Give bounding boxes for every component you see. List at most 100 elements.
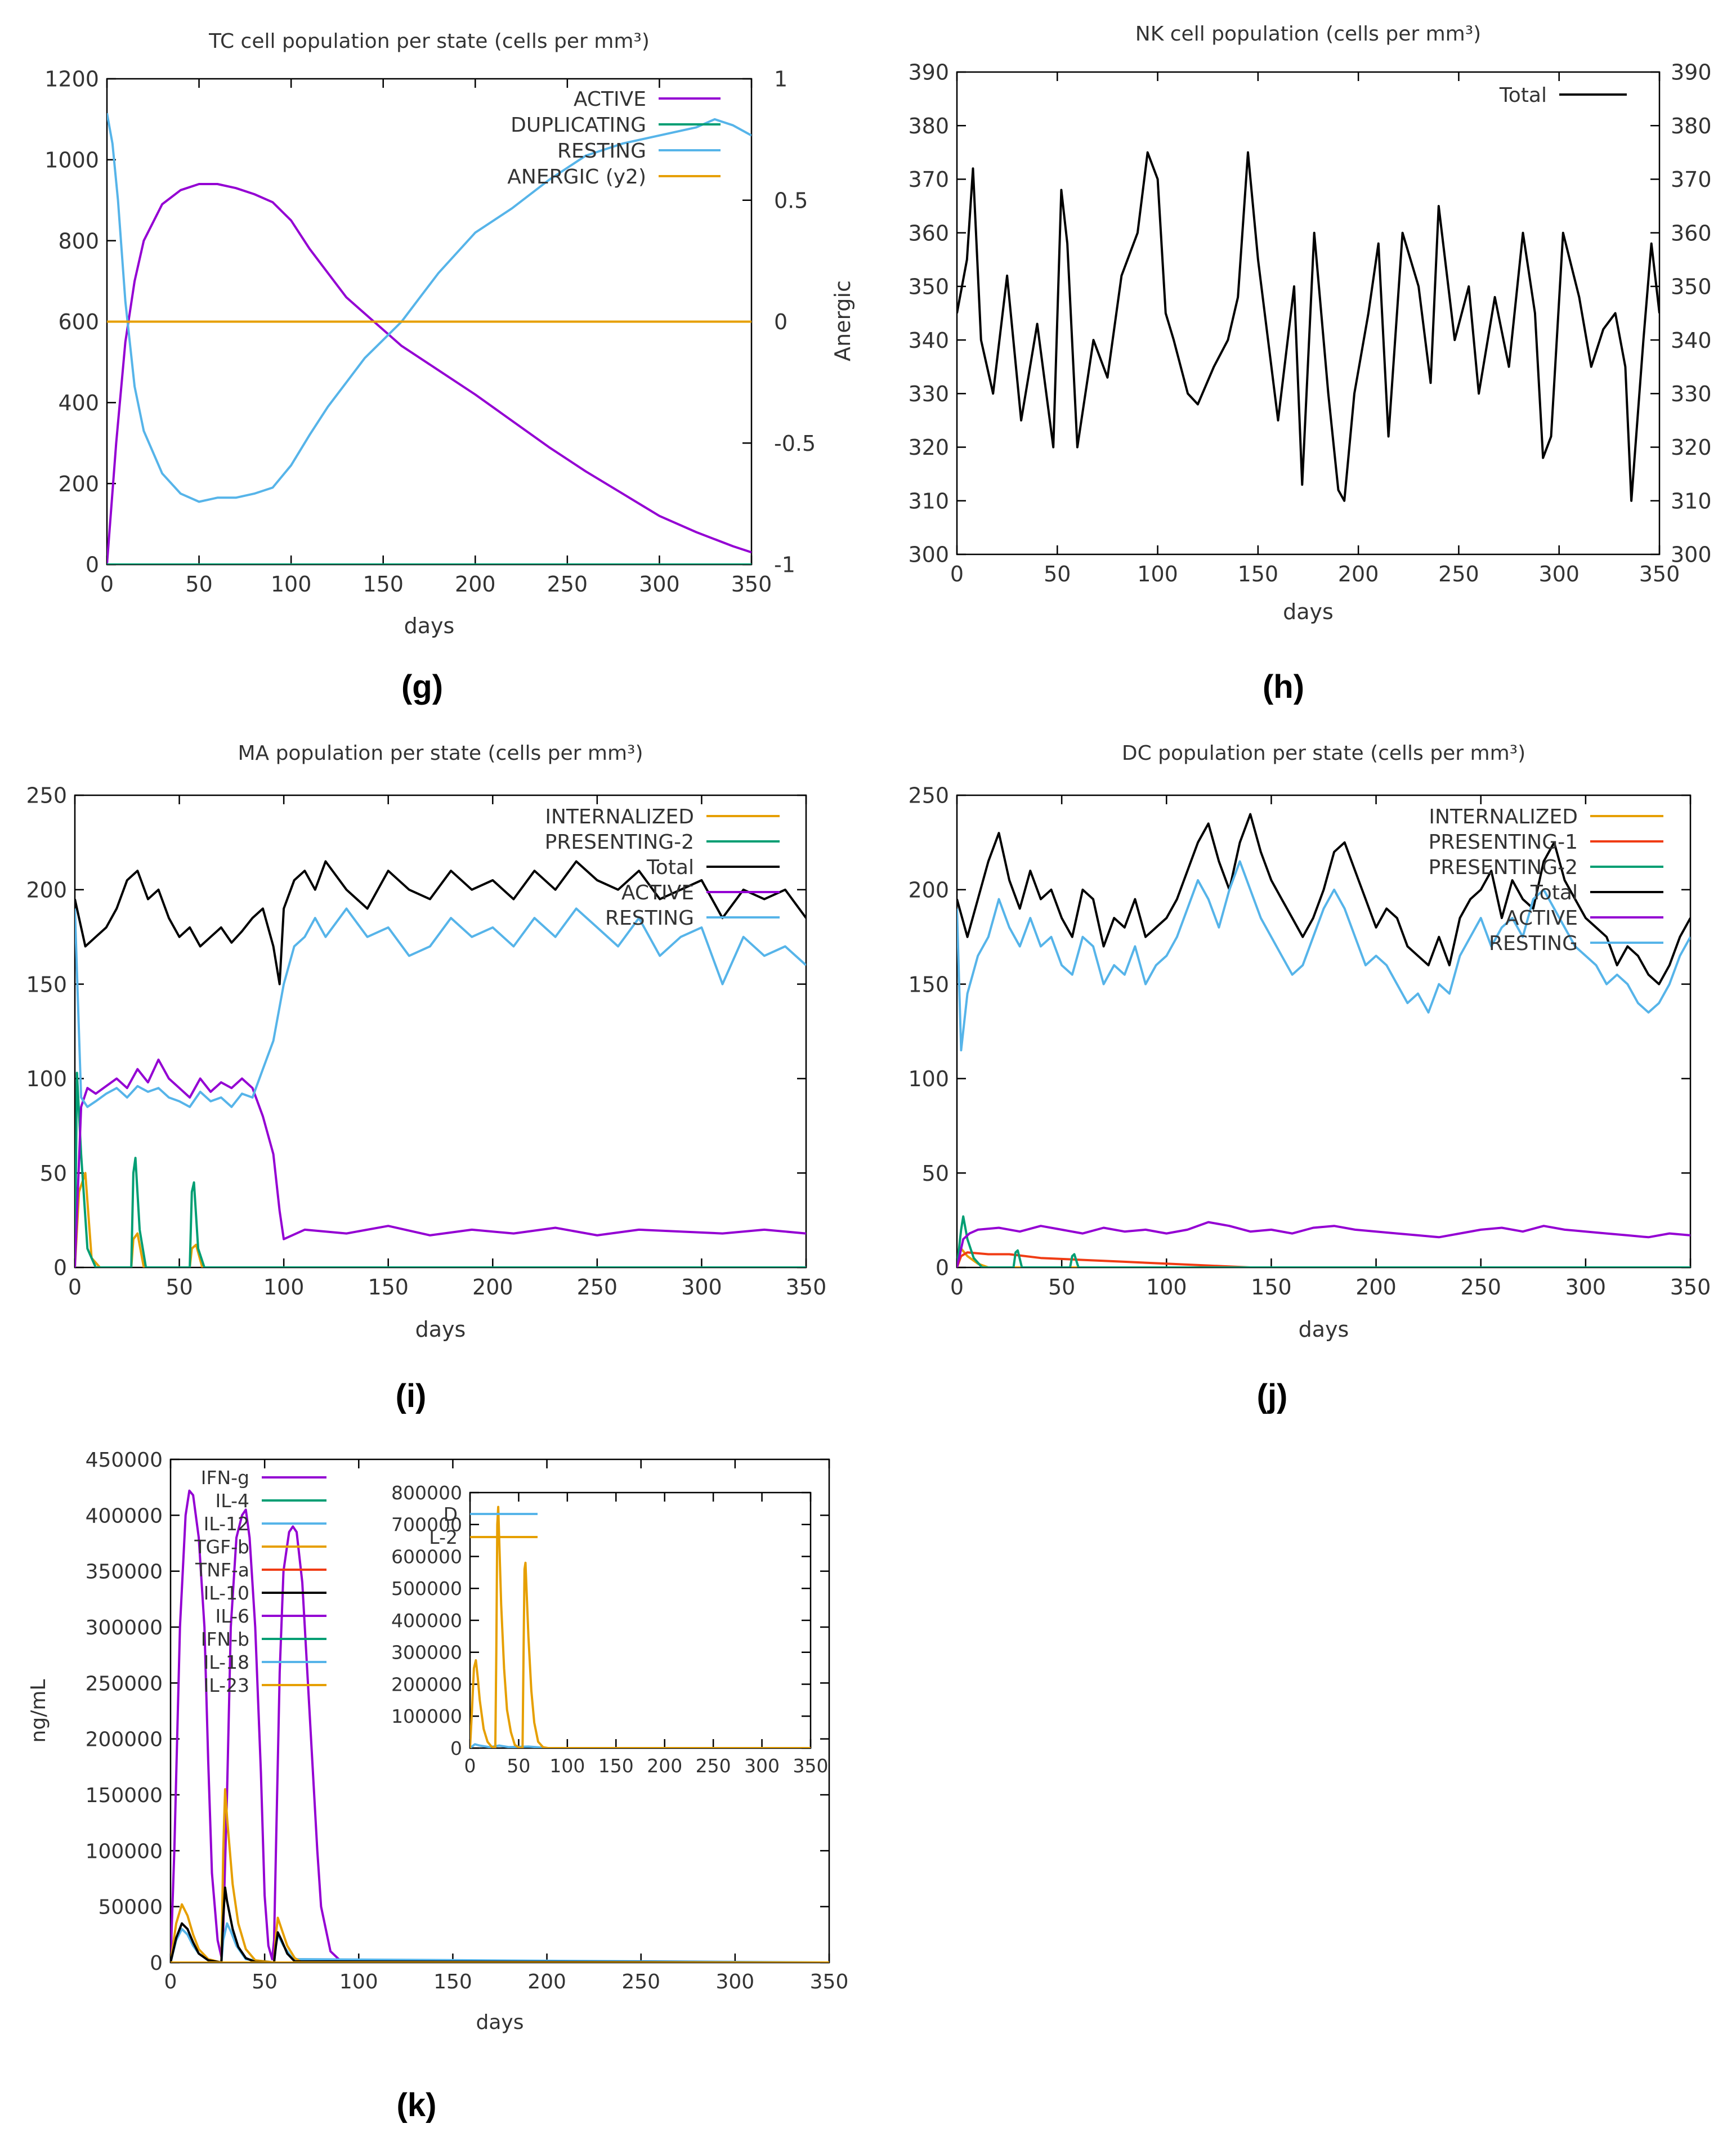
series-group <box>957 153 1659 501</box>
x-tick-label: 250 <box>1438 562 1479 586</box>
plot-frame <box>75 795 806 1267</box>
y-tick-label: 800000 <box>391 1482 462 1504</box>
panel-label-k: (k) <box>397 2087 437 2123</box>
y2-tick-label: 360 <box>1671 221 1712 245</box>
x-tick-label: 300 <box>1538 562 1580 586</box>
x-tick-label: 150 <box>433 1970 472 1993</box>
chart-title: NK cell population (cells per mm³) <box>1135 23 1481 46</box>
x-tick-label: 300 <box>639 572 680 597</box>
x-tick-label: 150 <box>368 1275 409 1300</box>
x-tick-label: 200 <box>527 1970 566 1993</box>
legend-label-duplicating: DUPLICATING <box>511 114 646 137</box>
x-tick-label: 100 <box>263 1275 305 1300</box>
series-group <box>75 862 806 1268</box>
plot-frame <box>957 795 1690 1267</box>
y2-tick-label: 390 <box>1671 60 1712 85</box>
x-tick-label: 200 <box>1338 562 1379 586</box>
legend-label-il-23: IL-23 <box>204 1674 249 1696</box>
x-axis-label: days <box>1283 599 1334 624</box>
x-axis-label: days <box>1299 1317 1349 1342</box>
panel-k-inset-chart: 0 50 100 150 200 250 300 350 0 100000 200000 300000… <box>391 1482 828 1777</box>
legend-label-il-18: IL-18 <box>204 1651 249 1673</box>
y2-tick-label: 340 <box>1671 328 1712 353</box>
x-axis-label: days <box>476 2011 524 2034</box>
x-tick-label: 100 <box>1137 562 1178 586</box>
x-tick-label: 200 <box>647 1755 682 1777</box>
x-tick-label: 350 <box>731 572 772 597</box>
x-tick-label: 150 <box>363 572 404 597</box>
x-tick-label: 150 <box>598 1755 634 1777</box>
legend-label-d: D <box>444 1503 458 1525</box>
legend-label-active: ACTIVE <box>1505 907 1578 930</box>
x-tick-label: 350 <box>1670 1275 1711 1300</box>
legend-label-resting: RESTING <box>605 907 694 930</box>
legend-label-total: Total <box>1499 84 1547 107</box>
y2-tick-label: 330 <box>1671 382 1712 406</box>
x-tick-label: 100 <box>1146 1275 1187 1300</box>
x-tick-label: 50 <box>1048 1275 1075 1300</box>
x-tick-label: 200 <box>472 1275 513 1300</box>
y-tick-label: 100 <box>26 1067 67 1091</box>
series-line-presenting-1 <box>957 1252 1690 1267</box>
y2-tick-label: 0.5 <box>774 188 808 213</box>
series-line-internalized <box>75 1173 806 1267</box>
plot-frame <box>470 1493 811 1748</box>
x-tick-label: 0 <box>68 1275 82 1300</box>
y-tick-label: 600000 <box>391 1545 462 1567</box>
legend-label-presenting-1: PRESENTING-1 <box>1429 831 1578 854</box>
y-tick-label: 0 <box>450 1737 462 1759</box>
x-tick-label: 50 <box>185 572 212 597</box>
legend-label-resting: RESTING <box>1489 932 1578 955</box>
y-tick-label: 400 <box>58 391 99 415</box>
x-tick-label: 0 <box>464 1755 476 1777</box>
y2-axis-label: Anergic <box>830 280 855 361</box>
x-tick-label: 100 <box>339 1970 378 1993</box>
panel-label-i: (i) <box>396 1378 427 1414</box>
x-axis-label: days <box>415 1317 466 1342</box>
y-tick-label: 0 <box>53 1256 67 1280</box>
x-tick-label: 50 <box>507 1755 530 1777</box>
y-tick-label: 200 <box>908 877 949 902</box>
x-tick-label: 350 <box>793 1755 829 1777</box>
y-tick-label: 370 <box>908 167 949 192</box>
series-line-tgf-b <box>171 1789 829 1963</box>
legend-label-resting: RESTING <box>557 140 646 163</box>
legend-label-presenting-2: PRESENTING-2 <box>545 831 694 854</box>
x-tick-label: 300 <box>744 1755 780 1777</box>
panel-j-chart: 0 50 100 150 200 250 300 350 0 50 100 150 200 250 days… <box>908 742 1711 1342</box>
y2-tick-label: -0.5 <box>774 431 816 456</box>
y-tick-label: 600 <box>58 310 99 334</box>
y-tick-label: 500000 <box>391 1578 462 1600</box>
x-tick-label: 100 <box>271 572 312 597</box>
y-tick-label: 250 <box>26 783 67 808</box>
legend-label-active: ACTIVE <box>574 88 646 111</box>
series-line-total <box>957 814 1690 984</box>
y-tick-label: 0 <box>150 1952 163 1975</box>
y2-tick-label: 350 <box>1671 275 1712 299</box>
legend-label-total: Total <box>646 856 694 879</box>
chart-title: DC population per state (cells per mm³) <box>1122 742 1525 765</box>
y-tick-label: 50000 <box>98 1896 163 1919</box>
x-tick-label: 200 <box>1355 1275 1397 1300</box>
x-tick-label: 50 <box>1044 562 1071 586</box>
series-line-total <box>957 153 1659 501</box>
y-tick-label: 200000 <box>86 1728 163 1751</box>
x-tick-label: 250 <box>621 1970 660 1993</box>
y-tick-label: 300 <box>908 543 949 567</box>
y2-tick-label: 300 <box>1671 543 1712 567</box>
y-tick-label: 150 <box>26 972 67 997</box>
y-tick-label: 200 <box>26 877 67 902</box>
panel-g-chart: 0 50 100 150 200 250 300 350 0 200 400 600 800 1000 12… <box>44 30 855 638</box>
x-tick-label: 200 <box>455 572 496 597</box>
y-tick-label: 100000 <box>86 1840 163 1863</box>
figure-canvas: 0 50 100 150 200 250 300 3500200400600800100012… <box>0 0 1736 2135</box>
legend-label-presenting-2: PRESENTING-2 <box>1429 856 1578 879</box>
y-tick-label: 200 <box>58 472 99 496</box>
x-tick-label: 250 <box>547 572 588 597</box>
y-tick-label: 100000 <box>391 1705 462 1727</box>
series-group <box>470 1507 811 1749</box>
x-tick-label: 50 <box>252 1970 278 1993</box>
y-tick-label: 150000 <box>86 1784 163 1807</box>
legend-label-l-2: L-2 <box>429 1526 458 1548</box>
y-tick-label: 340 <box>908 328 949 353</box>
